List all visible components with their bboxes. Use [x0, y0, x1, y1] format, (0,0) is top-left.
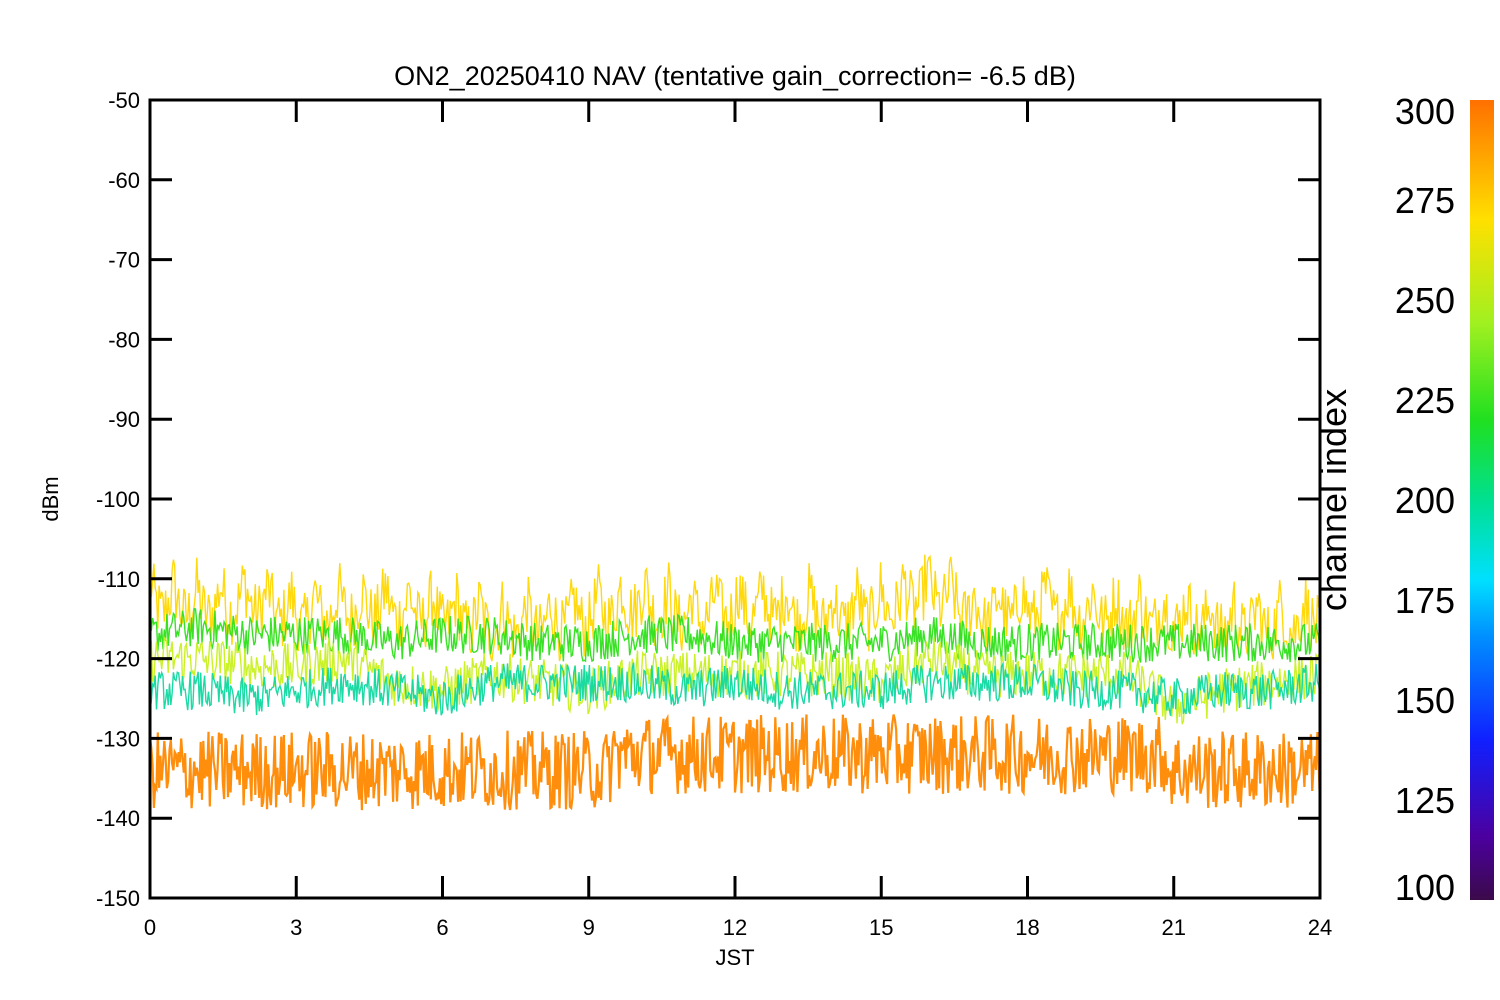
x-tick-label: 9 — [583, 915, 595, 940]
axes: 0 3 6 9 12 15 18 21 24 -50 -60 -70 -80 -90 -100 -110 -12… — [96, 88, 1332, 940]
colorbar-gradient — [1470, 100, 1494, 900]
y-tick-label: -90 — [108, 407, 140, 432]
colorbar-tick-label: 250 — [1395, 280, 1455, 321]
y-tick-label: -120 — [96, 647, 140, 672]
x-tick-label: 21 — [1162, 915, 1186, 940]
y-tick-label: -110 — [98, 567, 140, 592]
y-tick-label: -60 — [108, 168, 140, 193]
x-axis-label: JST — [715, 945, 754, 970]
colorbar-tick-label: 125 — [1395, 780, 1455, 821]
colorbar-tick-label: 300 — [1395, 91, 1455, 132]
x-tick-label: 0 — [144, 915, 156, 940]
y-tick-label: -140 — [96, 806, 140, 831]
x-tick-label: 12 — [723, 915, 747, 940]
y-tick-label: -80 — [108, 327, 140, 352]
x-tick-label: 24 — [1308, 915, 1332, 940]
x-tick-label: 3 — [290, 915, 302, 940]
series-line-268 — [149, 554, 1321, 662]
colorbar-label: channel index — [1313, 389, 1354, 611]
chart-title: ON2_20250410 NAV (tentative gain_correct… — [394, 61, 1076, 91]
series-line-195 — [149, 661, 1321, 716]
y-tick-label: -70 — [108, 248, 140, 273]
y-tick-label: -150 — [96, 886, 140, 911]
series-line-240 — [149, 607, 1321, 663]
colorbar-tick-label: 175 — [1395, 580, 1455, 621]
colorbar-tick-label: 150 — [1395, 680, 1455, 721]
y-axis-label: dBm — [38, 476, 63, 521]
x-tick-label: 6 — [436, 915, 448, 940]
colorbar-tick-label: 225 — [1395, 380, 1455, 421]
colorbar-tick-label: 200 — [1395, 480, 1455, 521]
y-tick-label: -50 — [108, 88, 140, 113]
colorbar-tick-label: 100 — [1395, 867, 1455, 908]
x-tick-label: 15 — [869, 915, 893, 940]
y-tick-label: -100 — [96, 487, 140, 512]
x-tick-label: 18 — [1015, 915, 1039, 940]
colorbar-tick-label: 275 — [1395, 180, 1455, 221]
series-line-292 — [148, 713, 1322, 811]
colorbar: 300 275 250 225 200 175 150 125 100 — [1395, 91, 1494, 908]
y-tick-label: -130 — [96, 726, 140, 751]
plot-area — [148, 554, 1322, 811]
